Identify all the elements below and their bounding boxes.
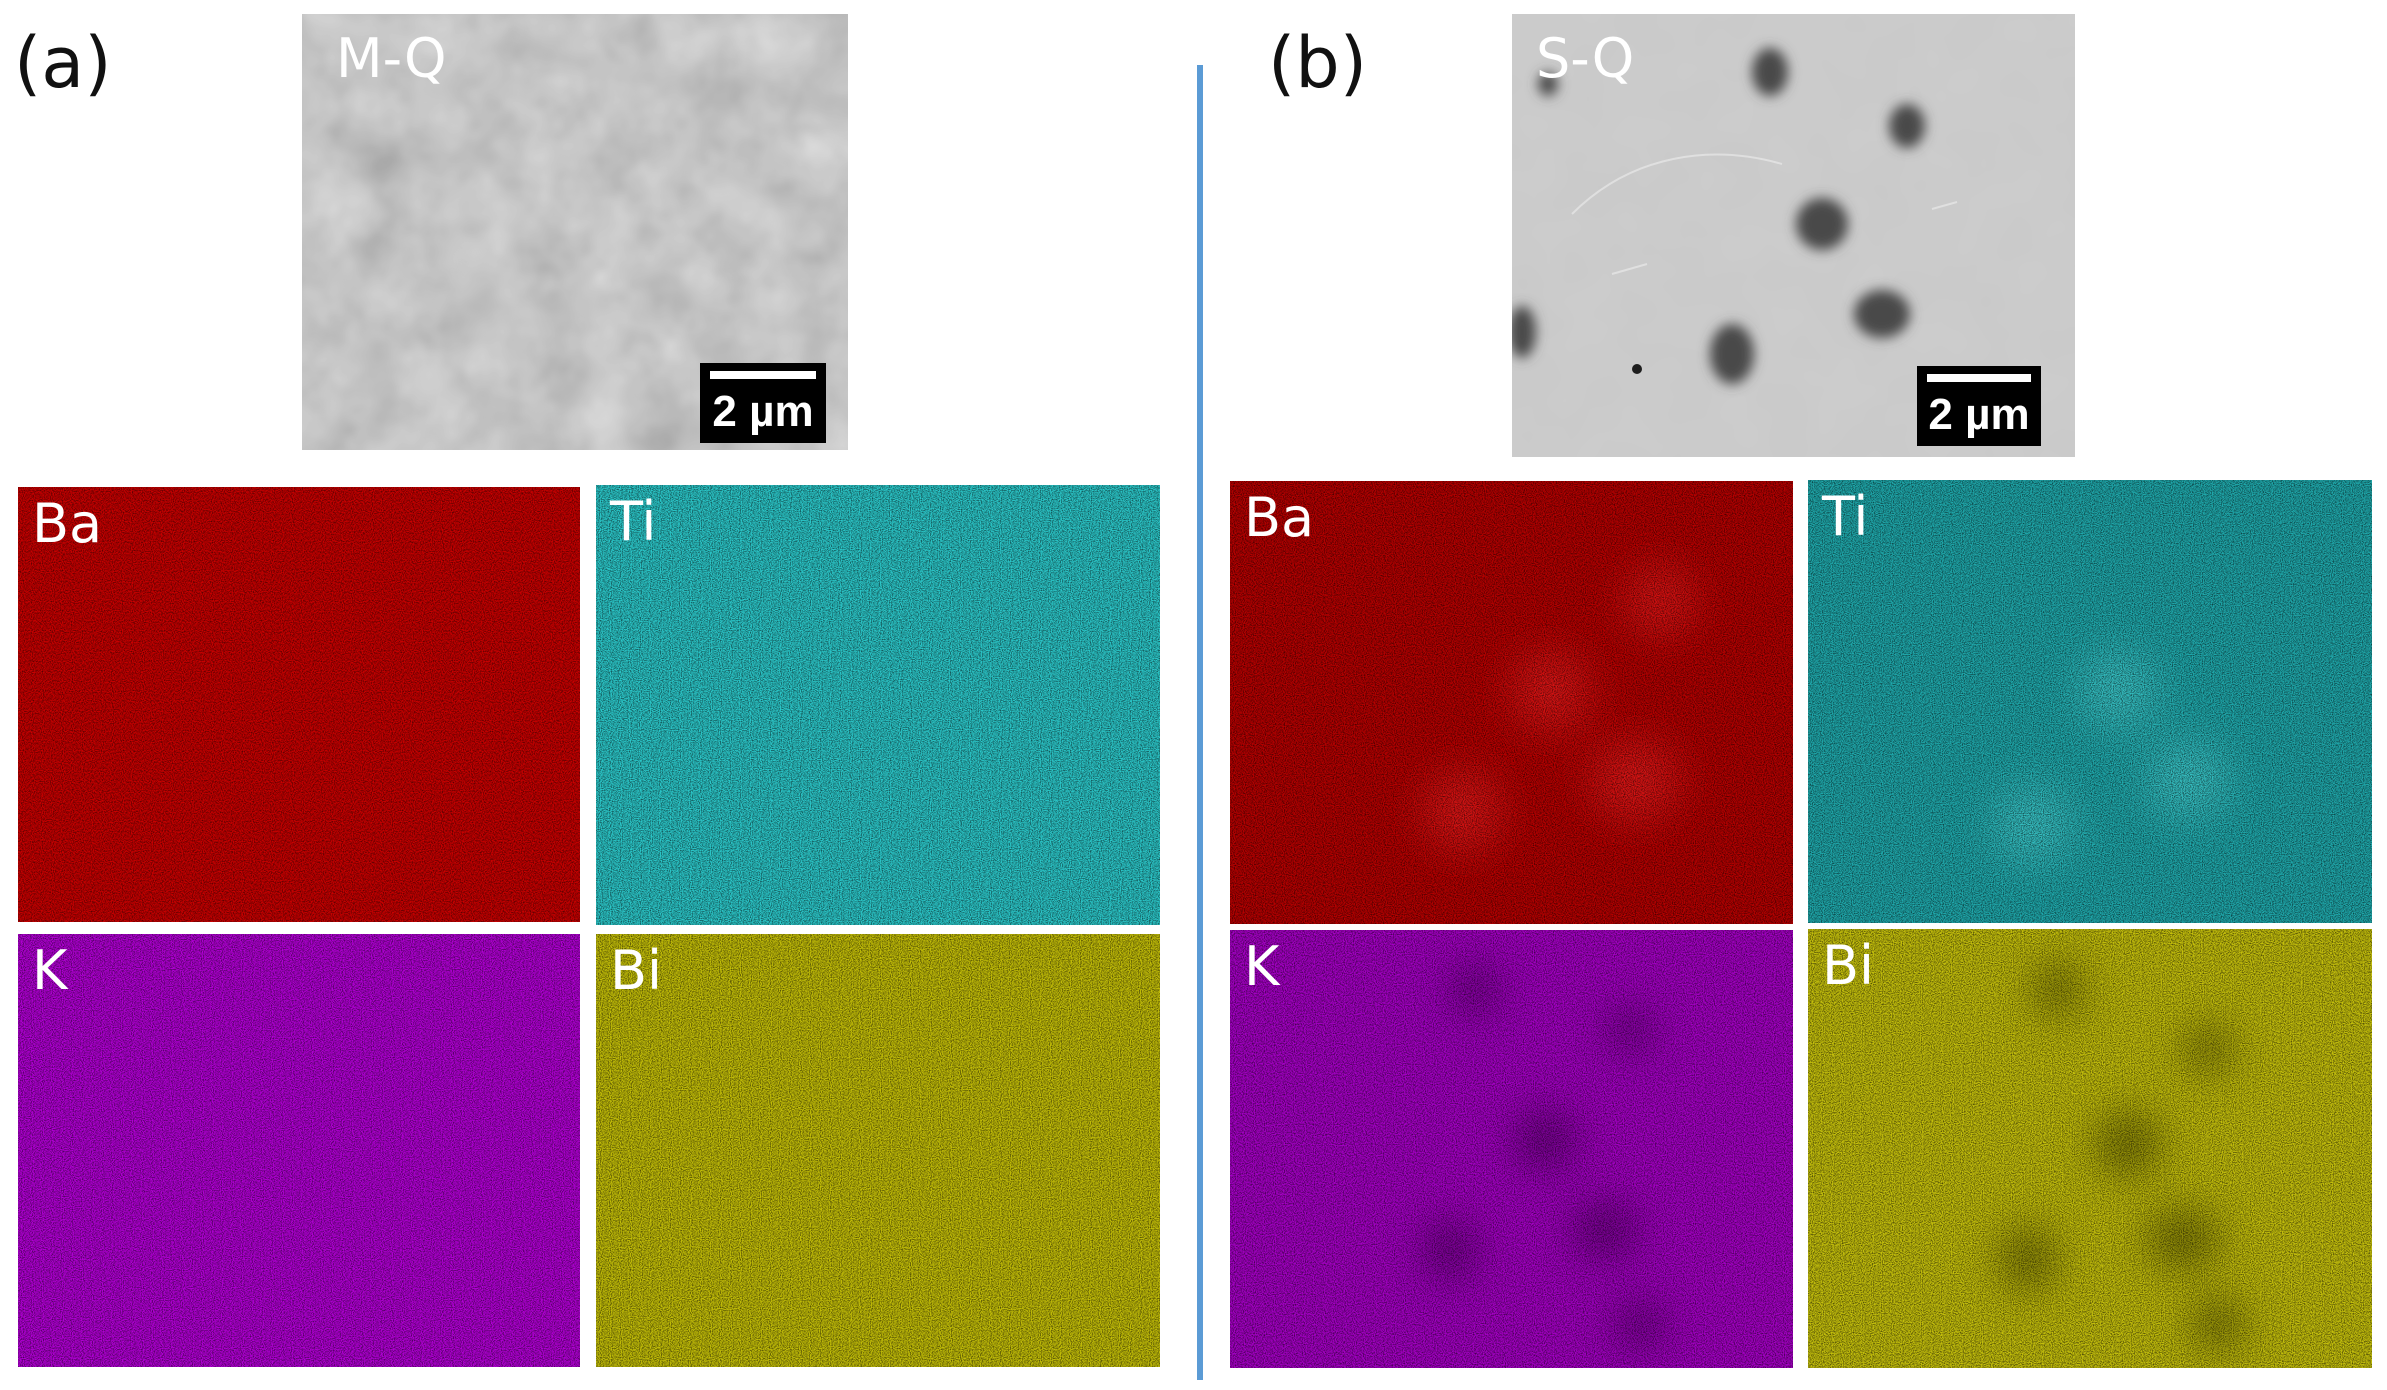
eds-map-a-k: K xyxy=(18,934,580,1367)
eds-texture-b-bi xyxy=(1808,929,2372,1368)
eds-map-b-ba: Ba xyxy=(1230,481,1793,924)
eds-texture-a-ti xyxy=(596,485,1160,925)
sem-texture-m-q xyxy=(302,14,848,450)
eds-map-a-bi: Bi xyxy=(596,934,1160,1367)
map-label-ti: Ti xyxy=(610,490,657,553)
map-label-bi: Bi xyxy=(610,939,663,1002)
map-label-ba: Ba xyxy=(1244,486,1315,549)
eds-texture-b-k xyxy=(1230,930,1793,1368)
sem-image-m-q: M-Q 2 µm xyxy=(302,14,848,450)
eds-texture-b-ba xyxy=(1230,481,1793,924)
scale-bar-text: 2 µm xyxy=(712,387,814,436)
eds-map-a-ti: Ti xyxy=(596,485,1160,925)
scale-bar-a: 2 µm xyxy=(700,363,826,443)
map-label-k: K xyxy=(1244,935,1280,998)
sem-title-m-q: M-Q xyxy=(336,27,447,90)
map-label-ti: Ti xyxy=(1822,485,1869,548)
scale-bar-text: 2 µm xyxy=(1928,390,2030,439)
panel-b-label: (b) xyxy=(1268,22,1368,104)
eds-map-b-bi: Bi xyxy=(1808,929,2372,1368)
scale-bar-b: 2 µm xyxy=(1917,366,2041,446)
eds-texture-b-ti xyxy=(1808,480,2372,923)
eds-map-b-ti: Ti xyxy=(1808,480,2372,923)
scale-bar-line xyxy=(710,371,816,379)
eds-map-a-ba: Ba xyxy=(18,487,580,922)
eds-texture-a-bi xyxy=(596,934,1160,1367)
map-label-ba: Ba xyxy=(32,492,103,555)
sem-title-s-q: S-Q xyxy=(1536,27,1635,90)
panel-divider xyxy=(1197,65,1203,1380)
sem-texture-s-q xyxy=(1512,14,2075,457)
map-label-k: K xyxy=(32,939,68,1002)
eds-texture-a-k xyxy=(18,934,580,1367)
eds-map-b-k: K xyxy=(1230,930,1793,1368)
map-label-bi: Bi xyxy=(1822,934,1875,997)
sem-image-s-q: S-Q 2 µm xyxy=(1512,14,2075,457)
scale-bar-line xyxy=(1927,374,2031,382)
eds-texture-a-ba xyxy=(18,487,580,922)
panel-a-label: (a) xyxy=(14,22,112,104)
